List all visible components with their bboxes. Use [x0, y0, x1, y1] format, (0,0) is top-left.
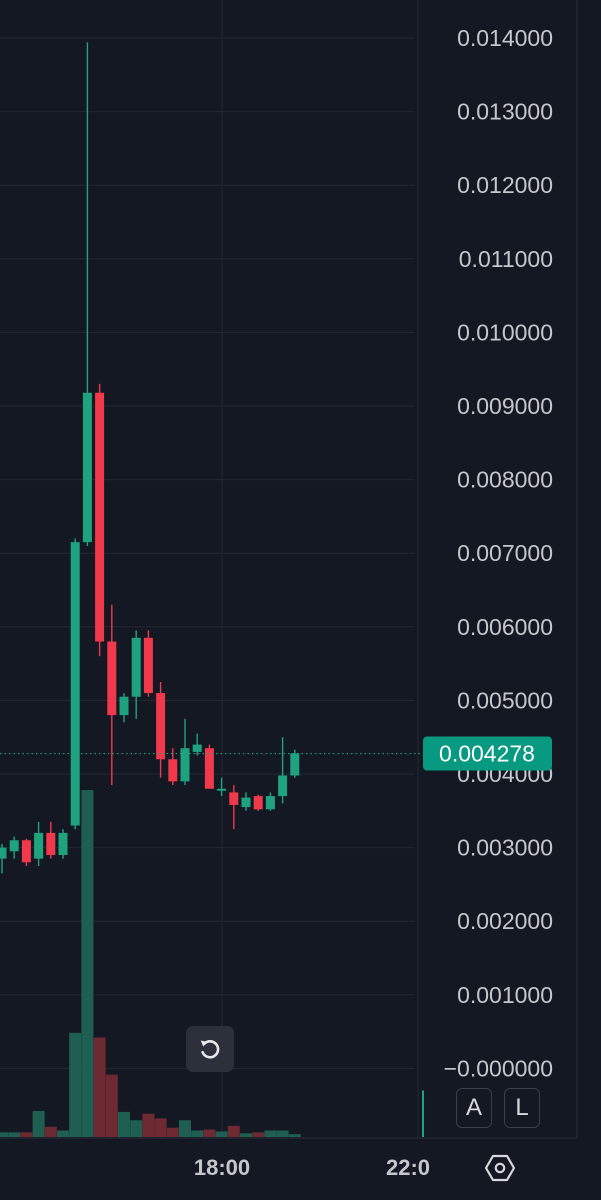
volume-bar: [32, 1110, 45, 1137]
candle-up: [131, 637, 141, 697]
volume-bar: [105, 1074, 118, 1137]
candle-up: [70, 542, 80, 826]
volume-bar: [240, 1133, 252, 1137]
candles: [0, 42, 300, 874]
candle-down: [95, 392, 105, 642]
x-axis[interactable]: 18:00 22:0: [194, 1155, 430, 1180]
candle-down: [156, 693, 166, 760]
volume-bar: [203, 1129, 216, 1137]
volume-bar: [8, 1132, 21, 1137]
y-tick-label: 0.002000: [457, 908, 553, 934]
volume-bar: [276, 1130, 289, 1137]
volume-bar: [252, 1132, 265, 1137]
candle-down: [21, 840, 31, 863]
volume-bar: [0, 1132, 8, 1137]
candle-down: [229, 792, 239, 805]
x-tick-label: 18:00: [194, 1155, 250, 1180]
y-tick-label: 0.012000: [457, 172, 553, 198]
last-price-label: 0.004278: [423, 736, 552, 771]
x-tick-label: 22:0: [386, 1155, 430, 1180]
candle-up: [0, 847, 7, 859]
volume-bar: [288, 1134, 301, 1137]
hexagon-settings-icon: [484, 1154, 516, 1182]
volume-bar: [57, 1130, 69, 1137]
y-tick-label: 0.006000: [457, 614, 553, 640]
candle-down: [107, 641, 117, 716]
candle-down: [168, 759, 178, 782]
rotate-ccw-icon: [200, 1039, 220, 1059]
y-tick-label: 0.009000: [457, 393, 553, 419]
y-tick-label: 0.001000: [457, 982, 553, 1008]
volume-bar: [215, 1131, 228, 1137]
y-tick-label: 0.007000: [457, 540, 553, 566]
last-price-badge: [423, 736, 552, 771]
candle-down: [143, 637, 153, 694]
candle-down: [253, 796, 263, 810]
candle-up: [34, 832, 44, 859]
reset-chart-button[interactable]: [186, 1026, 234, 1072]
volume-bar: [81, 790, 94, 1137]
chart-settings-button[interactable]: [482, 1150, 518, 1186]
y-tick-label: 0.013000: [457, 99, 553, 125]
volume-bar: [227, 1125, 240, 1137]
volume-bar: [422, 1090, 424, 1137]
candle-up: [119, 696, 129, 716]
last-price-value: 0.004278: [439, 741, 535, 767]
volume-bar: [44, 1126, 57, 1137]
volume-bar: [20, 1132, 33, 1137]
volume-bar: [154, 1118, 167, 1137]
volume-bars: [0, 790, 424, 1137]
candle-up: [241, 797, 251, 808]
y-tick-label: 0.008000: [457, 467, 553, 493]
volume-bar: [130, 1120, 143, 1137]
volume-bar: [118, 1111, 130, 1137]
y-tick-label: −0.000000: [444, 1055, 553, 1081]
candle-up: [82, 392, 92, 543]
volume-bar: [93, 1037, 106, 1137]
candle-up: [9, 840, 19, 852]
candle-up: [192, 744, 202, 752]
volume-bar: [166, 1127, 179, 1137]
candle-up: [278, 775, 288, 797]
volume-bar: [69, 1032, 82, 1137]
candle-up: [265, 796, 275, 810]
candle-down: [46, 832, 56, 855]
candle-up: [180, 748, 190, 782]
y-tick-label: 0.010000: [457, 319, 553, 345]
auto-scale-button[interactable]: A: [456, 1088, 492, 1128]
volume-bar: [191, 1130, 204, 1137]
y-tick-label: 0.005000: [457, 687, 553, 713]
y-tick-label: 0.014000: [457, 25, 553, 51]
candle-up: [58, 832, 68, 855]
y-tick-label: 0.003000: [457, 835, 553, 861]
y-axis[interactable]: 0.014000 0.013000 0.012000 0.011000 0.010000…: [444, 25, 553, 1081]
candle-up: [217, 788, 227, 791]
y-tick-label: 0.011000: [459, 246, 553, 272]
volume-bar: [264, 1130, 277, 1137]
candle-up: [290, 753, 300, 776]
log-scale-button[interactable]: L: [504, 1088, 540, 1128]
candle-down: [204, 748, 214, 789]
volume-bar: [142, 1113, 155, 1137]
volume-bar: [179, 1120, 191, 1137]
